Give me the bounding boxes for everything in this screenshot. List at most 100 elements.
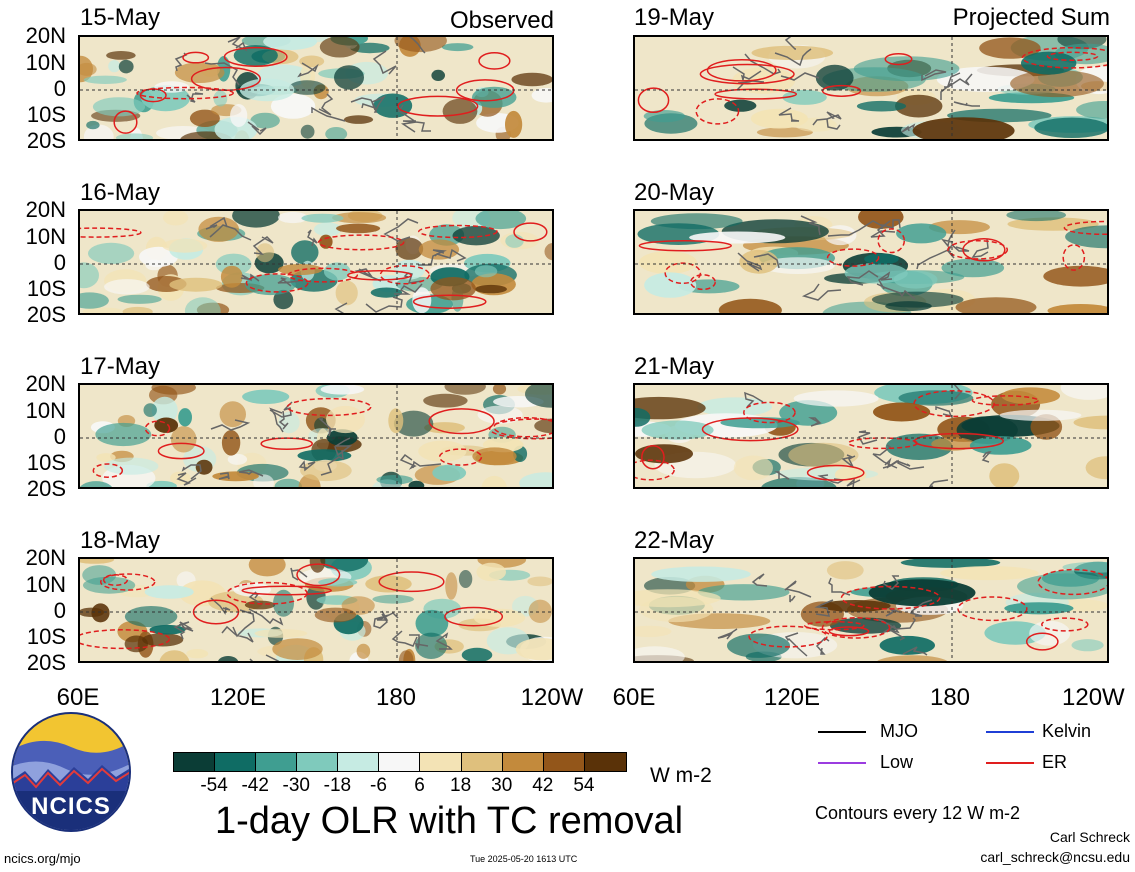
olr-anomaly-blob: [1010, 70, 1104, 98]
colorbar-tick: 30: [491, 775, 513, 796]
colorbar-swatch: [502, 753, 544, 771]
lon-label: 120W: [520, 684, 584, 711]
olr-anomaly-blob: [154, 81, 190, 93]
map-panel-18-may: [78, 557, 554, 663]
olr-anomaly-blob: [80, 262, 99, 289]
contour-note: Contours every 12 W m-2: [815, 803, 1021, 823]
colorbar-tick: 42: [532, 775, 554, 796]
olr-anomaly-blob: [186, 649, 209, 659]
er-contour: [699, 63, 795, 85]
olr-anomaly-blob: [531, 88, 552, 103]
lat-label: 20S: [26, 650, 66, 675]
olr-anomaly-blob: [335, 280, 358, 306]
olr-anomaly-blob: [697, 397, 772, 417]
olr-anomaly-blob: [1073, 415, 1107, 430]
olr-anomaly-blob: [393, 410, 434, 437]
olr-anomaly-blob: [104, 279, 150, 295]
er-contour: [92, 463, 124, 478]
olr-anomaly-blob: [122, 306, 153, 313]
olr-anomaly-blob: [408, 480, 425, 487]
er-contour: [1062, 244, 1086, 271]
olr-anomaly-blob: [452, 226, 500, 246]
er-contour: [241, 585, 332, 596]
olr-anomaly-blob: [95, 422, 152, 447]
er-contour: [478, 52, 511, 70]
olr-anomaly-blob: [1085, 456, 1107, 480]
olr-anomaly-blob: [788, 442, 859, 468]
er-contour: [428, 408, 495, 435]
olr-anomaly-blob: [853, 56, 960, 82]
er-contour: [438, 448, 483, 466]
olr-anomaly-blob: [476, 562, 507, 582]
olr-anomaly-blob: [219, 401, 246, 428]
olr-anomaly-blob: [900, 559, 1001, 568]
er-contour: [444, 606, 504, 627]
lat-label: 0: [53, 76, 66, 101]
er-contour: [957, 596, 1028, 622]
colorbar-swatch: [379, 753, 421, 771]
olr-colorbar: [173, 752, 627, 772]
olr-anomaly-blob: [1034, 117, 1107, 138]
author-name: Carl Schreck: [1049, 829, 1130, 845]
olr-anomaly-blob: [1004, 602, 1074, 615]
olr-anomaly-blob: [739, 249, 779, 274]
olr-anomaly-blob: [115, 133, 154, 139]
olr-anomaly-blob: [221, 430, 241, 456]
olr-anomaly-blob: [473, 608, 526, 627]
olr-anomaly-blob: [1062, 561, 1107, 573]
olr-anomaly-blob: [858, 211, 904, 229]
er-contour: [317, 234, 405, 251]
er-contour: [287, 267, 359, 283]
map-panel-17-may: [78, 383, 554, 489]
olr-anomaly-blob: [145, 259, 163, 271]
er-contour: [493, 416, 552, 438]
olr-anomaly-blob: [651, 566, 751, 582]
er-contour: [804, 620, 865, 631]
colorbar-swatch: [584, 753, 626, 771]
lat-label: 20S: [26, 302, 66, 327]
olr-anomaly-blob: [248, 559, 286, 577]
colorbar-swatch: [543, 753, 585, 771]
projected-header: Projected Sum: [952, 4, 1110, 31]
olr-anomaly-blob: [458, 570, 473, 588]
er-contour: [701, 417, 799, 442]
olr-anomaly-blob: [218, 656, 239, 661]
lat-label: 10S: [26, 624, 66, 649]
olr-anomaly-blob: [793, 390, 879, 407]
olr-anomaly-blob: [92, 97, 146, 117]
er-contour: [828, 626, 870, 637]
panel-date-15-may: 15-May: [80, 4, 161, 31]
author-email: carl_schreck@ncsu.edu: [980, 849, 1130, 865]
er-contour: [260, 437, 313, 451]
olr-anomaly-blob: [124, 606, 178, 628]
olr-anomaly-blob: [395, 237, 424, 260]
olr-anomaly-blob: [314, 607, 357, 623]
olr-anomaly-blob: [255, 243, 275, 263]
olr-anomaly-blob: [761, 257, 835, 274]
olr-anomaly-blob: [871, 291, 964, 308]
er-contour: [821, 617, 891, 639]
coastline: [744, 385, 992, 487]
lat-label: 10N: [25, 224, 66, 249]
olr-anomaly-blob: [394, 37, 447, 53]
olr-anomaly-blob: [1006, 211, 1066, 222]
colorbar-swatch: [256, 753, 298, 771]
olr-anomaly-blob: [635, 408, 651, 427]
olr-anomaly-blob: [955, 297, 1037, 313]
site-url[interactable]: ncics.org/mjo: [4, 851, 81, 866]
olr-anomaly-blob: [232, 211, 280, 228]
olr-anomaly-blob: [336, 223, 381, 234]
olr-anomaly-blob: [779, 400, 838, 426]
olr-anomaly-blob: [418, 239, 460, 260]
olr-anomaly-blob: [718, 298, 782, 313]
map-panel-21-may: [633, 383, 1109, 489]
olr-anomaly-blob: [444, 385, 486, 395]
main-title: 1-day OLR with TC removal: [215, 800, 684, 842]
olr-anomaly-blob: [527, 576, 552, 587]
olr-anomaly-blob: [142, 633, 184, 647]
olr-anomaly-blob: [323, 262, 351, 281]
lat-label: 20N: [25, 197, 66, 222]
olr-anomaly-blob: [898, 390, 974, 406]
map-panel-15-may: [78, 35, 554, 141]
logo-text: NCICS: [31, 793, 111, 820]
